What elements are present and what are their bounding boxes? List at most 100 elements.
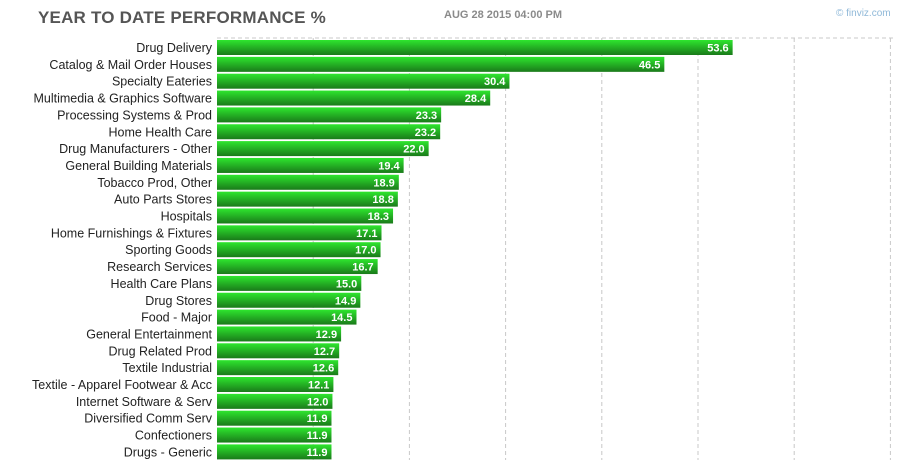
chart-title: YEAR TO DATE PERFORMANCE % [38,8,326,27]
category-label: General Building Materials [65,159,212,173]
category-label: Tobacco Prod, Other [97,176,212,190]
bar[interactable] [217,343,340,359]
bar[interactable] [217,40,733,55]
bar-row[interactable]: Food - Major 14.5 [141,309,357,325]
value-label: 12.0 [307,396,328,408]
bar[interactable] [217,56,665,72]
bar[interactable] [217,157,404,173]
category-label: Catalog & Mail Order Houses [49,58,212,72]
value-label: 15.0 [336,278,357,290]
value-label: 12.7 [314,346,335,358]
category-label: Multimedia & Graphics Software [33,92,212,106]
bar-row[interactable]: Internet Software & Serv 12.0 [76,393,333,409]
bar-row[interactable]: Diversified Comm Serv 11.9 [84,410,332,426]
bar-row[interactable]: Specialty Eateries 30.4 [112,73,510,89]
bar[interactable] [217,225,382,241]
bar-row[interactable]: Confectioners 11.9 [135,427,332,443]
bar[interactable] [217,73,510,89]
bar-row[interactable]: Multimedia & Graphics Software 28.4 [33,90,491,106]
category-label: General Entertainment [86,327,212,341]
bar-layer: Drug Delivery 53.6 Catalog & Mail Order Ho… [32,40,733,460]
value-label: 22.0 [403,144,424,156]
value-label: 12.1 [308,380,329,392]
bar[interactable] [217,444,332,460]
value-label: 23.3 [416,110,437,122]
value-label: 23.2 [415,127,436,139]
category-label: Drug Stores [145,294,212,308]
bar-row[interactable]: Home Furnishings & Fixtures 17.1 [51,225,382,241]
bar-row[interactable]: Drug Delivery 53.6 [136,40,733,55]
category-label: Drug Delivery [136,41,212,55]
value-label: 46.5 [639,59,660,71]
category-label: Confectioners [135,429,212,443]
value-label: 18.9 [373,177,394,189]
value-label: 14.9 [335,295,356,307]
bar[interactable] [217,360,339,376]
category-label: Food - Major [141,311,212,325]
value-label: 18.8 [372,194,393,206]
category-label: Diversified Comm Serv [84,412,213,426]
bar-row[interactable]: Catalog & Mail Order Houses 46.5 [49,56,665,72]
bar[interactable] [217,259,378,275]
bar[interactable] [217,107,442,123]
category-label: Home Health Care [108,125,212,139]
category-label: Processing Systems & Prod [57,108,212,122]
bar[interactable] [217,410,332,426]
bar[interactable] [217,174,399,190]
bar-row[interactable]: Research Services 16.7 [107,259,378,275]
bar-row[interactable]: Drugs - Generic 11.9 [124,444,332,460]
bar[interactable] [217,309,357,325]
value-label: 53.6 [707,43,728,55]
bar-row[interactable]: Tobacco Prod, Other 18.9 [97,174,399,190]
bar-row[interactable]: Processing Systems & Prod 23.3 [57,107,442,123]
category-label: Sporting Goods [125,243,212,257]
category-label: Specialty Eateries [112,75,212,89]
value-label: 16.7 [352,262,373,274]
bar[interactable] [217,275,362,291]
bar[interactable] [217,208,394,224]
bar[interactable] [217,292,361,308]
bar-row[interactable]: Drug Stores 14.9 [145,292,361,308]
value-label: 28.4 [465,93,487,105]
bar[interactable] [217,124,441,140]
bar[interactable] [217,141,429,157]
category-label: Drugs - Generic [124,445,212,459]
bar-row[interactable]: Health Care Plans 15.0 [111,275,362,291]
bar-row[interactable]: Drug Manufacturers - Other 22.0 [59,141,429,157]
category-label: Health Care Plans [111,277,212,291]
category-label: Home Furnishings & Fixtures [51,226,212,240]
bar[interactable] [217,191,398,207]
value-label: 12.6 [313,363,334,375]
bar[interactable] [217,242,381,258]
bar-row[interactable]: Sporting Goods 17.0 [125,242,381,258]
value-label: 17.0 [355,245,376,257]
value-label: 14.5 [331,312,352,324]
bar-row[interactable]: Textile Industrial 12.6 [122,360,339,376]
bar[interactable] [217,427,332,443]
bar[interactable] [217,377,334,392]
bar-row[interactable]: Hospitals 18.3 [161,208,394,224]
bar-row[interactable]: Home Health Care 23.2 [108,124,441,140]
bar-row[interactable]: Drug Related Prod 12.7 [108,343,340,359]
bar[interactable] [217,393,333,409]
bar[interactable] [217,326,342,342]
value-label: 11.9 [307,447,328,459]
bar[interactable] [217,90,491,106]
value-label: 19.4 [378,160,400,172]
value-label: 30.4 [484,76,506,88]
category-label: Internet Software & Serv [76,395,213,409]
bar-row[interactable]: Textile - Apparel Footwear & Acc 12.1 [32,377,334,392]
timestamp: AUG 28 2015 04:00 PM [444,9,563,21]
value-label: 17.1 [356,228,377,240]
category-label: Textile Industrial [122,361,212,375]
bar-row[interactable]: General Building Materials 19.4 [65,157,404,173]
bar-row[interactable]: Auto Parts Stores 18.8 [114,191,398,207]
category-label: Drug Related Prod [108,344,212,358]
value-label: 11.9 [307,430,328,442]
category-label: Textile - Apparel Footwear & Acc [32,378,212,392]
bar-row[interactable]: General Entertainment 12.9 [86,326,342,342]
category-label: Drug Manufacturers - Other [59,142,212,156]
value-label: 11.9 [307,413,328,425]
category-label: Auto Parts Stores [114,193,212,207]
